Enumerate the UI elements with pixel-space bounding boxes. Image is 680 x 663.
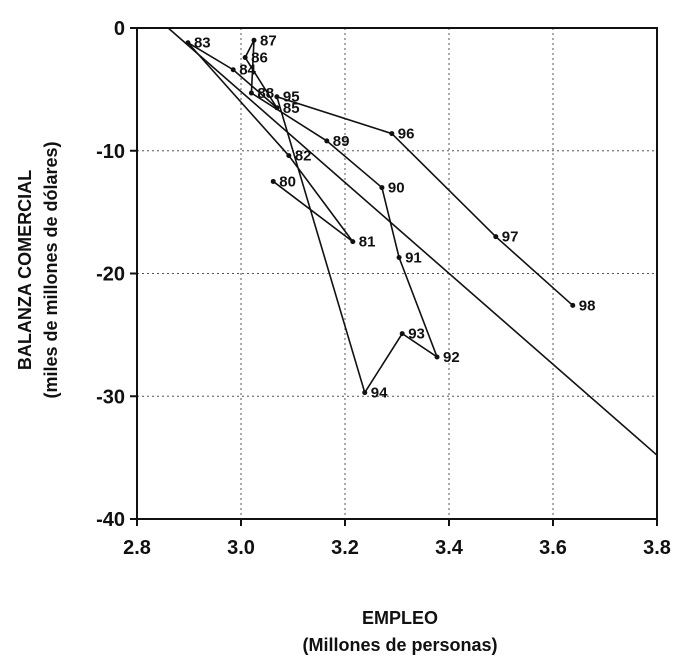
point	[493, 234, 499, 240]
point-label: 88	[257, 85, 274, 102]
point-label: 86	[251, 49, 268, 66]
y-tick-label: -20	[96, 264, 125, 286]
point	[274, 94, 280, 100]
x-tick-label: 3.2	[331, 537, 359, 559]
y-tick-label: -40	[96, 509, 125, 531]
point-label: 94	[371, 385, 388, 402]
point	[350, 239, 356, 245]
point	[270, 178, 276, 184]
x-tick-label: 3.8	[643, 537, 671, 559]
point	[185, 40, 191, 46]
point-label: 97	[502, 229, 519, 246]
point-label: 95	[283, 89, 300, 106]
point	[396, 255, 402, 261]
point-label: 81	[359, 234, 376, 251]
point-label: 85	[283, 100, 300, 117]
point-label: 82	[295, 148, 312, 165]
x-axis-subtitle: (Millones de personas)	[302, 635, 497, 655]
point	[570, 302, 576, 308]
trend-line	[167, 27, 658, 456]
point-label: 92	[443, 349, 460, 366]
point-label: 83	[194, 35, 211, 52]
point	[389, 131, 395, 137]
y-tick-label: -30	[96, 386, 125, 408]
point	[379, 185, 385, 191]
point-label: 93	[408, 326, 425, 343]
x-tick-label: 3.0	[227, 537, 255, 559]
point-label: 87	[260, 32, 277, 49]
point-label: 98	[579, 297, 596, 314]
x-tick-label: 3.4	[435, 537, 464, 559]
y-tick-label: 0	[114, 18, 125, 40]
point-label: 80	[279, 173, 296, 190]
x-tick-label: 2.8	[123, 537, 151, 559]
connected-line	[187, 39, 574, 395]
point	[399, 331, 405, 337]
point-label: 91	[405, 250, 422, 267]
point-label: 89	[333, 133, 350, 150]
y-tick-label: -10	[96, 141, 125, 163]
x-tick-label: 3.6	[539, 537, 567, 559]
point	[286, 153, 292, 159]
y-axis-subtitle: (miles de millones de dólares)	[41, 141, 61, 398]
point	[251, 37, 257, 43]
point-label: 96	[398, 126, 415, 143]
point	[362, 390, 368, 396]
point	[324, 138, 330, 144]
point	[242, 54, 248, 60]
point	[434, 354, 440, 360]
point	[230, 67, 236, 73]
y-axis-title: BALANZA COMERCIAL	[15, 170, 35, 370]
point-label: 84	[239, 62, 256, 79]
point	[248, 90, 254, 96]
x-axis-title: EMPLEO	[362, 608, 438, 628]
plot-frame	[136, 27, 658, 520]
point	[274, 105, 280, 111]
point-label: 90	[388, 180, 405, 197]
